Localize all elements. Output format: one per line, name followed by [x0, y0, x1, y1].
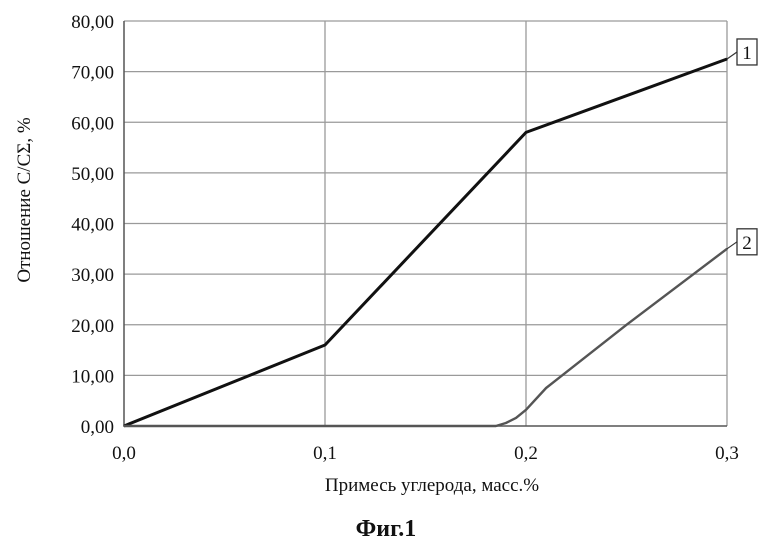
figure-caption: Фиг.1	[356, 516, 417, 542]
series-labels: 12	[727, 39, 757, 255]
y-tick-label: 30,00	[71, 265, 114, 286]
y-tick-label: 20,00	[71, 316, 114, 337]
y-tick-label: 0,00	[81, 417, 114, 438]
series-point-2	[545, 387, 547, 389]
series-point-1	[525, 132, 527, 134]
y-axis-title: Отношение С/СΣ, %	[14, 117, 35, 282]
series-point-2	[505, 422, 507, 424]
series-layer	[123, 58, 728, 427]
series-line-2	[124, 249, 727, 426]
x-axis: 0,0 0,1 0,2 0,3	[112, 443, 739, 464]
x-axis-title: Примесь углерода, масс.%	[325, 475, 539, 496]
y-tick-label: 40,00	[71, 215, 114, 236]
series-point-1	[324, 344, 326, 346]
x-tick-label: 0,0	[112, 443, 136, 464]
series-point-2	[495, 425, 497, 427]
x-tick-label: 0,3	[715, 443, 739, 464]
x-tick-label: 0,2	[514, 443, 538, 464]
series-label-leader	[727, 242, 737, 249]
y-axis: 0,00 10,00 20,00 30,00 40,00 50,00 60,00 70,00 8…	[71, 12, 114, 438]
grid	[124, 21, 727, 426]
series-label-text: 2	[742, 233, 752, 254]
y-tick-label: 50,00	[71, 164, 114, 185]
series-point-2	[123, 425, 125, 427]
series-point-2	[525, 409, 527, 411]
y-tick-label: 70,00	[71, 63, 114, 84]
series-point-2	[515, 417, 517, 419]
series-point-2	[626, 324, 628, 326]
series-label-leader	[727, 52, 737, 59]
series-label-text: 1	[742, 43, 752, 64]
y-tick-label: 10,00	[71, 366, 114, 387]
y-tick-label: 80,00	[71, 12, 114, 33]
series-line-1	[124, 59, 727, 426]
x-tick-label: 0,1	[313, 443, 337, 464]
y-tick-label: 60,00	[71, 113, 114, 134]
